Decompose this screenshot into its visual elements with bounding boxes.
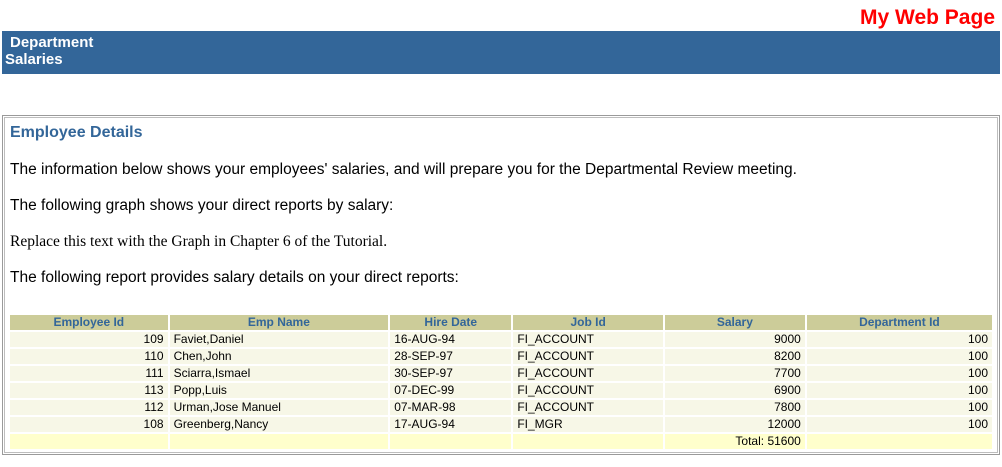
salary-report-table: Employee Id Emp Name Hire Date Job Id Sa… <box>8 313 994 451</box>
column-header-emp-name: Emp Name <box>169 315 389 330</box>
content-inner: Employee Details The information below s… <box>4 117 998 453</box>
cell-salary-total: Total: 51600 <box>664 434 805 449</box>
column-header-employee-id: Employee Id <box>10 315 168 330</box>
cell-hire-date: 16-AUG-94 <box>390 332 512 347</box>
department-banner: Department Salaries <box>2 31 1000 74</box>
cell-department-id: 100 <box>806 383 992 398</box>
cell-salary: 8200 <box>664 349 805 364</box>
cell-job-id: FI_MGR <box>513 417 663 432</box>
cell-empty <box>169 434 389 449</box>
cell-department-id: 100 <box>806 349 992 364</box>
cell-department-id: 100 <box>806 417 992 432</box>
cell-job-id: FI_ACCOUNT <box>513 332 663 347</box>
cell-employee-id: 108 <box>10 417 168 432</box>
cell-job-id: FI_ACCOUNT <box>513 349 663 364</box>
cell-employee-id: 111 <box>10 366 168 381</box>
cell-job-id: FI_ACCOUNT <box>513 383 663 398</box>
cell-emp-name: Urman,Jose Manuel <box>169 400 389 415</box>
column-header-hire-date: Hire Date <box>390 315 512 330</box>
cell-empty <box>10 434 168 449</box>
cell-emp-name: Sciarra,Ismael <box>169 366 389 381</box>
banner-line-2: Salaries <box>5 51 63 68</box>
table-row: 110 Chen,John 28-SEP-97 FI_ACCOUNT 8200 … <box>10 349 992 364</box>
table-row: 108 Greenberg,Nancy 17-AUG-94 FI_MGR 120… <box>10 417 992 432</box>
cell-department-id: 100 <box>806 400 992 415</box>
cell-department-id: 100 <box>806 366 992 381</box>
cell-employee-id: 109 <box>10 332 168 347</box>
cell-empty <box>390 434 512 449</box>
table-row: 111 Sciarra,Ismael 30-SEP-97 FI_ACCOUNT … <box>10 366 992 381</box>
cell-emp-name: Faviet,Daniel <box>169 332 389 347</box>
cell-empty <box>806 434 992 449</box>
content-box: Employee Details The information below s… <box>2 115 1000 455</box>
cell-emp-name: Chen,John <box>169 349 389 364</box>
cell-job-id: FI_ACCOUNT <box>513 400 663 415</box>
cell-hire-date: 30-SEP-97 <box>390 366 512 381</box>
table-row: 113 Popp,Luis 07-DEC-99 FI_ACCOUNT 6900 … <box>10 383 992 398</box>
cell-emp-name: Popp,Luis <box>169 383 389 398</box>
cell-salary: 6900 <box>664 383 805 398</box>
cell-department-id: 100 <box>806 332 992 347</box>
section-heading: Employee Details <box>10 124 143 141</box>
table-row: 112 Urman,Jose Manuel 07-MAR-98 FI_ACCOU… <box>10 400 992 415</box>
report-lead-paragraph: The following report provides salary det… <box>10 269 459 286</box>
table-row: 109 Faviet,Daniel 16-AUG-94 FI_ACCOUNT 9… <box>10 332 992 347</box>
cell-salary: 12000 <box>664 417 805 432</box>
cell-emp-name: Greenberg,Nancy <box>169 417 389 432</box>
page: My Web Page Department Salaries Employee… <box>2 6 1000 455</box>
column-header-department-id: Department Id <box>806 315 992 330</box>
graph-lead-paragraph: The following graph shows your direct re… <box>10 197 394 214</box>
cell-hire-date: 17-AUG-94 <box>390 417 512 432</box>
graph-placeholder-text: Replace this text with the Graph in Chap… <box>10 233 388 250</box>
cell-hire-date: 28-SEP-97 <box>390 349 512 364</box>
cell-salary: 7800 <box>664 400 805 415</box>
cell-employee-id: 113 <box>10 383 168 398</box>
banner-line-1: Department <box>10 34 94 51</box>
cell-salary: 7700 <box>664 366 805 381</box>
cell-empty <box>513 434 663 449</box>
table-total-row: Total: 51600 <box>10 434 992 449</box>
cell-hire-date: 07-DEC-99 <box>390 383 512 398</box>
table-header-row: Employee Id Emp Name Hire Date Job Id Sa… <box>10 315 992 330</box>
cell-hire-date: 07-MAR-98 <box>390 400 512 415</box>
column-header-salary: Salary <box>664 315 805 330</box>
cell-job-id: FI_ACCOUNT <box>513 366 663 381</box>
page-title: My Web Page <box>860 6 995 29</box>
cell-employee-id: 112 <box>10 400 168 415</box>
intro-paragraph: The information below shows your employe… <box>10 161 797 178</box>
cell-salary: 9000 <box>664 332 805 347</box>
cell-employee-id: 110 <box>10 349 168 364</box>
column-header-job-id: Job Id <box>513 315 663 330</box>
